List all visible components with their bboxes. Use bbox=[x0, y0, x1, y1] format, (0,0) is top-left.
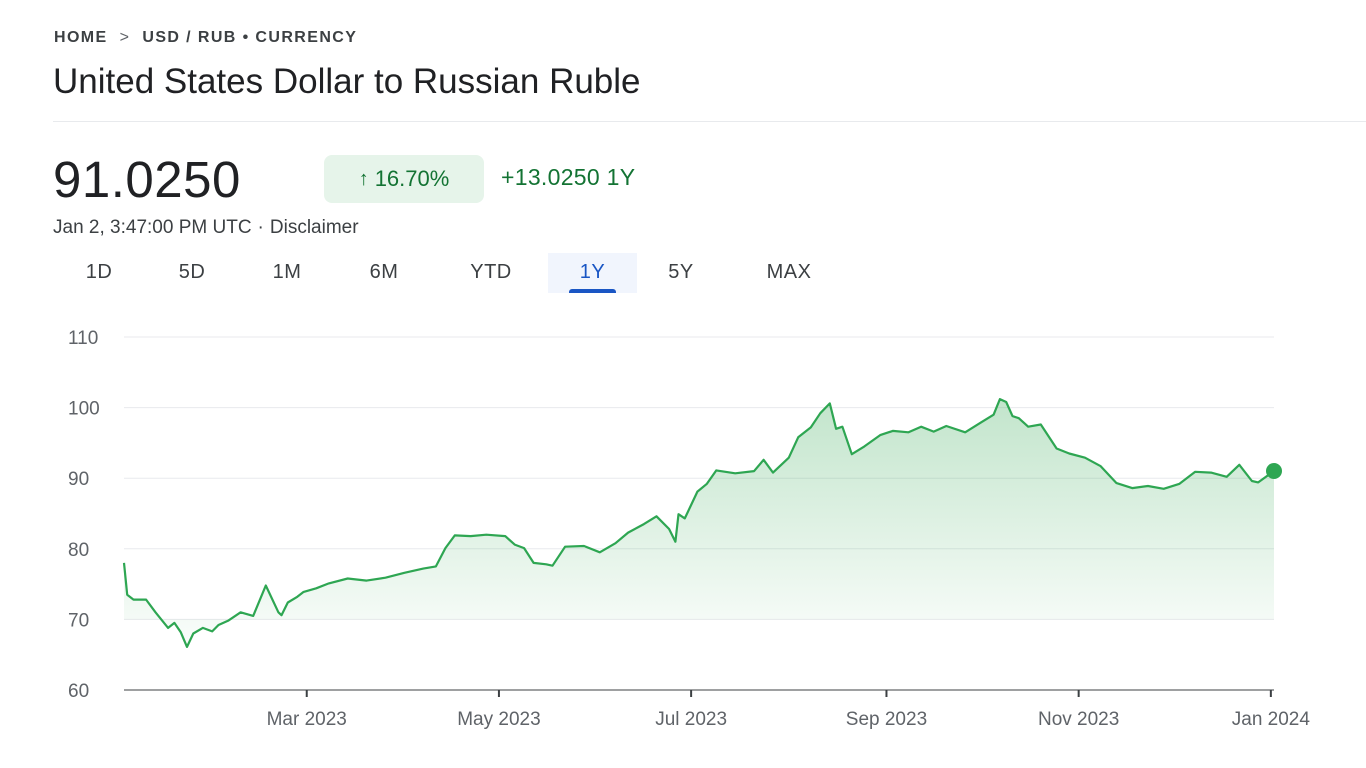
disclaimer-link[interactable]: Disclaimer bbox=[269, 217, 359, 238]
percent-change-badge: ↑ 16.70% bbox=[324, 155, 484, 203]
current-price: 91.0250 bbox=[53, 151, 241, 208]
tab-ytd[interactable]: YTD bbox=[470, 261, 512, 283]
tab-5d[interactable]: 5D bbox=[178, 261, 206, 283]
tab-1y[interactable]: 1Y bbox=[548, 253, 637, 293]
y-tick-label: 90 bbox=[68, 469, 89, 490]
breadcrumb-home-link[interactable]: HOME bbox=[54, 29, 108, 46]
x-tick-label: May 2023 bbox=[457, 709, 540, 730]
x-tick-label: Mar 2023 bbox=[267, 709, 347, 730]
tab-5y[interactable]: 5Y bbox=[668, 261, 694, 283]
x-axis: Mar 2023 May 2023 Jul 2023 Sep 2023 Nov 2023… bbox=[267, 690, 1311, 730]
tab-max[interactable]: MAX bbox=[766, 261, 812, 283]
price-chart[interactable]: 60 70 80 90 100 110 Mar 2023 May 2023 Jul 2023 S… bbox=[0, 310, 1366, 768]
x-tick-label: Nov 2023 bbox=[1038, 709, 1119, 730]
tab-6m[interactable]: 6M bbox=[369, 261, 399, 283]
x-tick-label: Jan 2024 bbox=[1232, 709, 1311, 730]
x-tick-label: Sep 2023 bbox=[846, 709, 927, 730]
breadcrumb-current: USD / RUB • CURRENCY bbox=[142, 29, 358, 46]
breadcrumb: HOME > USD / RUB • CURRENCY bbox=[54, 28, 357, 48]
divider bbox=[53, 121, 1366, 122]
y-tick-label: 80 bbox=[68, 540, 89, 561]
percent-change-value: 16.70% bbox=[374, 166, 450, 191]
y-tick-label: 70 bbox=[68, 610, 89, 631]
tab-1y-label: 1Y bbox=[579, 261, 606, 283]
y-tick-label: 110 bbox=[68, 328, 98, 349]
timestamp: Jan 2, 3:47:00 PM UTC bbox=[53, 217, 252, 238]
y-tick-label: 60 bbox=[68, 681, 89, 702]
active-tab-indicator bbox=[569, 289, 616, 293]
chart-svg: 60 70 80 90 100 110 Mar 2023 May 2023 Jul 2023 S… bbox=[68, 328, 1311, 730]
price-line bbox=[122, 398, 1275, 648]
current-value-dot[interactable] bbox=[1266, 463, 1282, 479]
separator-dot: · bbox=[257, 217, 264, 238]
chevron-right-icon: > bbox=[119, 29, 131, 46]
y-tick-label: 100 bbox=[68, 399, 100, 420]
absolute-change: +13.0250 1Y bbox=[501, 164, 636, 190]
y-axis-labels: 60 70 80 90 100 110 bbox=[68, 328, 100, 702]
tab-1d[interactable]: 1D bbox=[85, 261, 113, 283]
tab-1m[interactable]: 1M bbox=[272, 261, 302, 283]
price-area bbox=[124, 399, 1274, 647]
page-title: United States Dollar to Russian Ruble bbox=[53, 62, 641, 101]
arrow-up-icon: ↑ bbox=[358, 167, 369, 190]
timestamp-row: Jan 2, 3:47:00 PM UTC · Disclaimer bbox=[53, 217, 359, 239]
x-tick-label: Jul 2023 bbox=[655, 709, 727, 730]
